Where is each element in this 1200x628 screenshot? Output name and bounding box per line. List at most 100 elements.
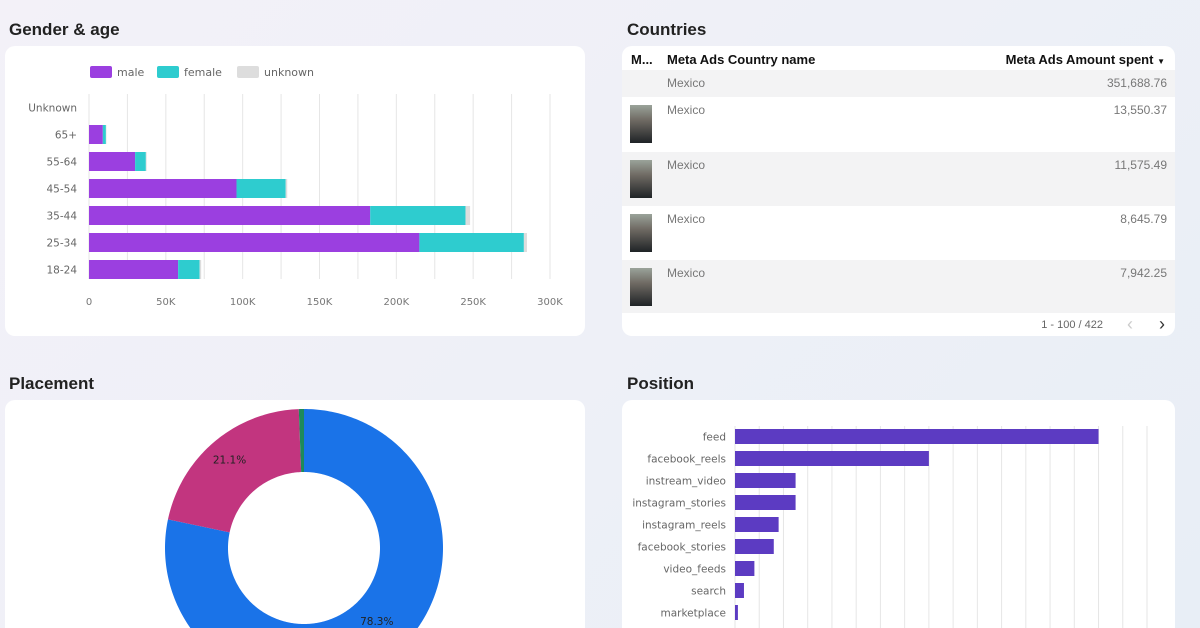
placement-chart: 78.3% 21.1% [165,409,443,628]
y-category-label: 55-64 [46,157,77,169]
slice-label: 78.3% [360,616,393,628]
bar-segment-male [89,125,103,144]
table-row[interactable]: Mexico 11,575.49 [622,152,1175,206]
bar-segment-male [89,260,179,279]
bar-segment-female [236,179,286,198]
x-tick-label: 150K [307,297,333,308]
table-row[interactable]: Mexico 13,550.37 [622,97,1175,152]
y-category-label: 45-54 [46,184,77,196]
gender-age-chart: 0 50K 100K 150K 200K 250K 300K Unknown 65+ 55-64 4… [28,66,563,308]
x-tick-label: 250K [460,297,486,308]
y-category-label: marketplace [660,608,726,620]
prev-page-button[interactable]: ‹ [1127,314,1133,334]
y-category-label: instagram_reels [642,520,726,532]
country-cell: Mexico [667,103,706,117]
y-category-label: 35-44 [46,211,77,223]
y-category-label: video_feeds [663,564,726,576]
legend-label: female [184,66,222,79]
position-chart: feed facebook_reels instream_video instagra… [632,426,1148,628]
ad-thumbnail [630,268,652,306]
y-category-label: search [691,586,726,598]
pagination-range: 1 - 100 / 422 [1041,319,1103,331]
bar [735,583,744,598]
ad-thumbnail [630,105,652,143]
country-cell: Mexico [667,158,706,172]
x-tick-label: 200K [384,297,410,308]
position-card: feed facebook_reels instream_video instagra… [622,400,1175,628]
col-amount-header[interactable]: Meta Ads Amount spent ▼ [1006,52,1165,67]
legend-label: male [117,66,145,79]
y-category-label: facebook_stories [638,542,726,554]
country-cell: Mexico [667,76,706,90]
y-category-label: 25-34 [46,238,77,250]
y-category-label: instagram_stories [632,498,726,510]
bar-segment-female [135,152,146,171]
ad-thumbnail [630,160,652,198]
x-tick-label: 300K [537,297,563,308]
bar-segment-female [370,206,466,225]
donut-slice [165,409,443,628]
amount-cell: 351,688.76 [1106,76,1167,90]
table-row[interactable]: Mexico 7,942.25 [622,260,1175,313]
placement-card: 78.3% 21.1% [5,400,585,628]
bar-segment-female [178,260,200,279]
pagination: 1 - 100 / 422 ‹ › [622,314,1175,336]
bar [735,561,755,576]
bar-segment-unknown [285,179,288,198]
table-header: M... Meta Ads Country name Meta Ads Amou… [622,46,1175,70]
amount-cell: 7,942.25 [1120,266,1167,280]
col-country-header[interactable]: Meta Ads Country name [667,52,816,67]
y-category-label: feed [703,432,726,444]
placement-title: Placement [9,374,95,393]
amount-cell: 13,550.37 [1113,103,1167,117]
bar-segment-unknown [199,260,202,279]
x-tick-label: 100K [230,297,256,308]
bar [735,605,738,620]
col-media-header[interactable]: M... [631,52,653,67]
amount-cell: 11,575.49 [1114,158,1168,172]
bar-segment-female [102,125,106,144]
gender-age-title: Gender & age [9,20,120,39]
y-category-label: 18-24 [46,265,77,277]
y-category-label: facebook_reels [647,454,726,466]
bar [735,429,1099,444]
table-row[interactable]: Mexico 8,645.79 [622,206,1175,260]
y-category-label: instream_video [646,476,726,488]
bar [735,517,779,532]
bar-segment-male [89,179,237,198]
ad-thumbnail [630,214,652,252]
col-amount-label: Meta Ads Amount spent [1005,52,1154,67]
countries-table: M... Meta Ads Country name Meta Ads Amou… [622,46,1175,336]
donut-slice [167,409,302,533]
y-category-label: 65+ [55,130,77,142]
legend-swatch-unknown [237,66,259,78]
bar [735,451,929,466]
legend-swatch-male [90,66,112,78]
slice-label: 21.1% [213,455,246,467]
country-cell: Mexico [667,212,706,226]
bar-segment-male [89,233,420,252]
bar [735,495,796,510]
bar [735,473,796,488]
table-row[interactable]: Mexico 351,688.76 [622,70,1175,97]
countries-title: Countries [627,20,707,39]
bar-segment-unknown [145,152,147,171]
donut-slice [298,409,304,473]
x-tick-label: 50K [156,297,176,308]
bar-segment-male [89,206,371,225]
legend-label: unknown [264,66,314,79]
x-tick-label: 0 [86,297,92,308]
bar-segment-female [419,233,524,252]
amount-cell: 8,645.79 [1120,212,1167,226]
bar-segment-unknown [465,206,471,225]
next-page-button[interactable]: › [1159,314,1165,334]
bar-segment-male [89,152,136,171]
caret-down-icon: ▼ [1157,57,1165,66]
gender-age-card: 0 50K 100K 150K 200K 250K 300K Unknown 65+ 55-64 4… [5,46,585,336]
y-category-label: Unknown [28,103,77,115]
legend-swatch-female [157,66,179,78]
bar [735,539,774,554]
country-cell: Mexico [667,266,706,280]
bar-segment-unknown [523,233,527,252]
position-title: Position [627,374,695,393]
